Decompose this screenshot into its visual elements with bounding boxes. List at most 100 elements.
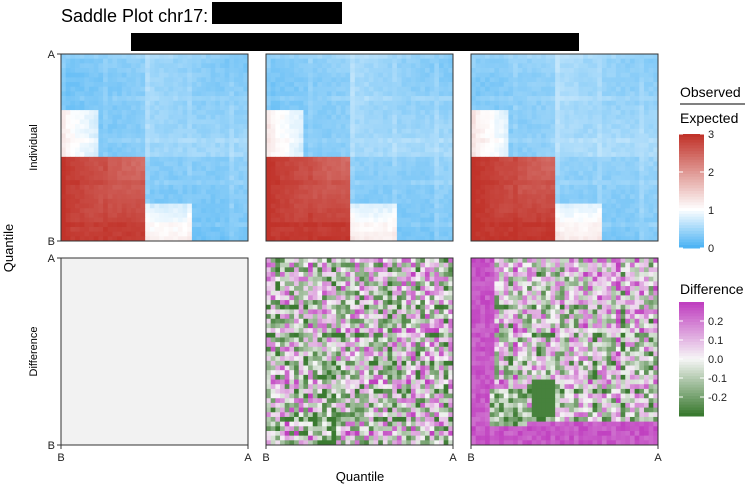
heatmap-cell: [541, 72, 547, 78]
heatmap-cell: [294, 161, 300, 167]
heatmap-cell: [522, 184, 528, 190]
heatmap-cell: [517, 138, 523, 144]
heatmap-cell: [238, 156, 244, 162]
heatmap-cell: [517, 217, 523, 223]
heatmap-cell: [359, 203, 365, 209]
heatmap-cell: [70, 114, 76, 120]
heatmap-cell: [648, 175, 654, 181]
heatmap-cell: [415, 142, 421, 148]
heatmap-cell: [429, 54, 435, 60]
heatmap-cell: [536, 161, 542, 167]
heatmap-cell: [429, 156, 435, 162]
heatmap-cell: [555, 110, 561, 116]
heatmap-cell: [159, 222, 165, 228]
heatmap-cell: [550, 217, 556, 223]
heatmap-cell: [61, 166, 67, 172]
heatmap-cell: [406, 77, 412, 83]
heatmap-cell: [163, 231, 169, 237]
heatmap-cell: [75, 217, 81, 223]
heatmap-cell: [625, 142, 631, 148]
heatmap-panels: [60, 53, 659, 446]
heatmap-cell: [611, 184, 617, 190]
heatmap-cell: [392, 86, 398, 92]
heatmap-cell: [503, 189, 509, 195]
heatmap-cell: [317, 272, 323, 278]
heatmap-cell: [410, 262, 416, 268]
heatmap-cell: [475, 231, 481, 237]
heatmap-cell: [527, 175, 533, 181]
heatmap-cell: [396, 63, 402, 69]
heatmap-cell: [70, 54, 76, 60]
heatmap-cell: [620, 194, 626, 200]
heatmap-cell: [238, 138, 244, 144]
heatmap-cell: [266, 212, 272, 219]
heatmap-cell: [270, 142, 276, 148]
heatmap-cell: [443, 231, 449, 237]
heatmap-cell: [336, 231, 342, 237]
heatmap-cell: [592, 152, 598, 158]
heatmap-cell: [219, 91, 226, 97]
heatmap-cell: [587, 147, 593, 153]
heatmap-cell: [643, 114, 650, 120]
heatmap-cell: [494, 124, 500, 130]
heatmap-cell: [601, 236, 607, 242]
heatmap-cell: [345, 105, 351, 111]
heatmap-cell: [443, 152, 449, 158]
heatmap-cell: [555, 161, 561, 167]
heatmap-cell: [634, 198, 640, 204]
heatmap-cell: [406, 96, 412, 102]
heatmap-cell: [173, 63, 179, 69]
heatmap-cell: [70, 119, 76, 125]
heatmap-cell: [112, 231, 118, 237]
heatmap-cell: [229, 156, 235, 162]
heatmap-cell: [424, 133, 431, 139]
heatmap-cell: [564, 161, 570, 167]
heatmap-cell: [294, 138, 300, 144]
heatmap-cell: [93, 119, 99, 125]
heatmap-cell: [196, 86, 202, 92]
heatmap-cell: [373, 63, 379, 69]
heatmap-cell: [317, 231, 323, 237]
heatmap-cell: [345, 166, 351, 172]
heatmap-cell: [303, 262, 309, 268]
heatmap-cell: [331, 138, 337, 144]
heatmap-cell: [224, 72, 230, 78]
heatmap-cell: [280, 217, 286, 223]
heatmap-cell: [284, 231, 290, 237]
heatmap-cell: [406, 222, 412, 228]
heatmap-cell: [429, 203, 435, 209]
heatmap-cell: [401, 184, 407, 190]
heatmap-cell: [266, 114, 272, 120]
heatmap-cell: [559, 114, 565, 120]
heatmap-cell: [536, 128, 542, 134]
heatmap-cell: [531, 86, 537, 92]
heatmap-cell: [312, 54, 318, 60]
heatmap-cell: [643, 198, 650, 204]
heatmap-cell: [215, 54, 221, 60]
heatmap-cell: [550, 226, 556, 233]
heatmap-cell: [93, 166, 99, 172]
heatmap-cell: [275, 180, 281, 186]
heatmap-cell: [107, 147, 113, 153]
heatmap-cell: [103, 82, 109, 88]
heatmap-cell: [112, 166, 118, 172]
heatmap-cell: [378, 170, 384, 176]
heatmap-cell: [531, 208, 537, 214]
heatmap-cell: [121, 166, 127, 172]
heatmap-cell: [527, 58, 533, 64]
heatmap-cell: [163, 128, 169, 134]
heatmap-cell: [135, 54, 141, 60]
heatmap-cell: [168, 180, 174, 186]
heatmap-cell: [513, 156, 519, 162]
heatmap-cell: [131, 217, 137, 223]
heatmap-cell: [555, 203, 561, 209]
heatmap-cell: [401, 170, 407, 176]
heatmap-cell: [606, 166, 612, 172]
heatmap-cell: [135, 222, 141, 228]
heatmap-cell: [639, 142, 645, 148]
heatmap-cell: [406, 86, 412, 92]
heatmap-cell: [350, 166, 356, 172]
heatmap-cell: [611, 203, 617, 209]
heatmap-cell: [163, 133, 169, 139]
heatmap-cell: [345, 114, 351, 120]
